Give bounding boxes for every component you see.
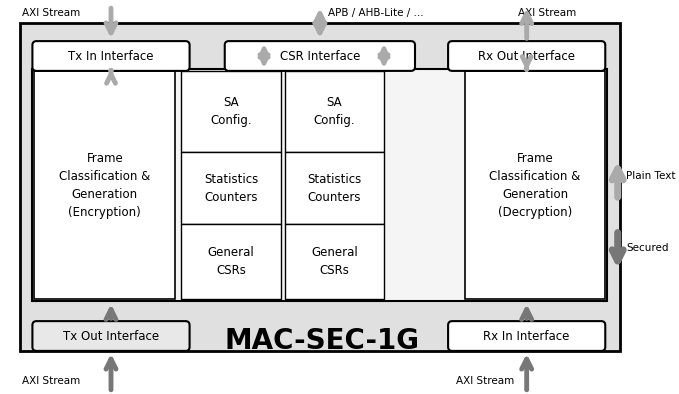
Bar <box>464 71 605 299</box>
Text: SA
Config.: SA Config. <box>210 96 252 127</box>
FancyBboxPatch shape <box>225 41 415 71</box>
Text: MAC-SEC-1G: MAC-SEC-1G <box>225 327 420 355</box>
Text: AXI Stream: AXI Stream <box>22 8 80 18</box>
Bar <box>181 71 280 152</box>
Text: AXI Stream: AXI Stream <box>518 8 576 18</box>
Text: AXI Stream: AXI Stream <box>22 376 80 386</box>
Text: General
CSRs: General CSRs <box>311 246 358 277</box>
Text: Secured: Secured <box>626 243 668 253</box>
Bar <box>285 152 384 224</box>
Bar <box>181 152 280 224</box>
Text: Tx Out Interface: Tx Out Interface <box>63 329 159 342</box>
Bar <box>35 71 175 299</box>
Text: Plain Text: Plain Text <box>626 171 676 181</box>
Bar <box>285 71 384 152</box>
Bar <box>285 224 384 299</box>
Text: SA
Config.: SA Config. <box>314 96 355 127</box>
Text: APB / AHB-Lite / ...: APB / AHB-Lite / ... <box>328 8 424 18</box>
FancyBboxPatch shape <box>33 321 189 351</box>
Text: AXI Stream: AXI Stream <box>456 376 515 386</box>
Text: Statistics
Counters: Statistics Counters <box>204 173 258 204</box>
Bar <box>33 69 607 301</box>
Text: Frame
Classification &
Generation
(Decryption): Frame Classification & Generation (Decry… <box>490 152 581 219</box>
Text: Tx In Interface: Tx In Interface <box>69 50 153 63</box>
Bar <box>20 23 620 351</box>
Text: Frame
Classification &
Generation
(Encryption): Frame Classification & Generation (Encry… <box>59 152 151 219</box>
Text: Statistics
Counters: Statistics Counters <box>307 173 361 204</box>
Text: Rx Out Interface: Rx Out Interface <box>478 50 575 63</box>
Text: Rx In Interface: Rx In Interface <box>483 329 570 342</box>
FancyBboxPatch shape <box>448 41 605 71</box>
Bar <box>181 224 280 299</box>
Text: General
CSRs: General CSRs <box>208 246 255 277</box>
FancyBboxPatch shape <box>33 41 189 71</box>
FancyBboxPatch shape <box>448 321 605 351</box>
Text: CSR Interface: CSR Interface <box>280 50 360 63</box>
